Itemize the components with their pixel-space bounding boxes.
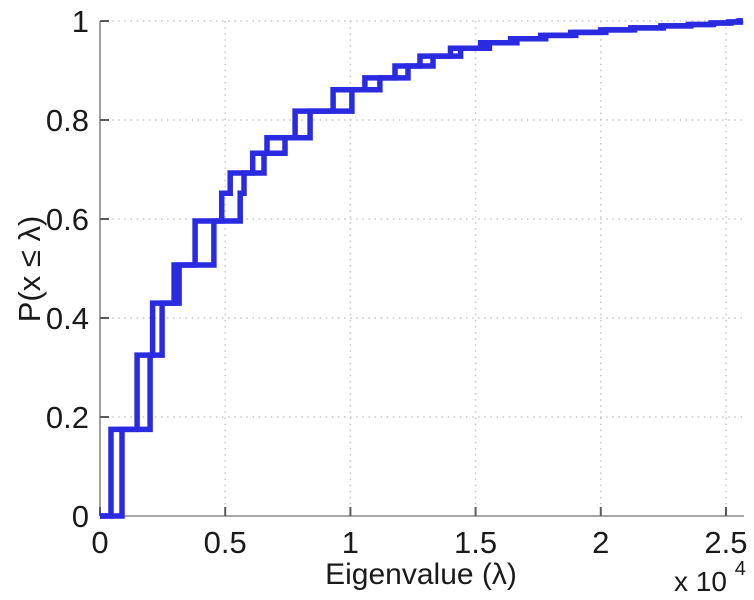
y-tick-label: 0.8 bbox=[46, 103, 89, 138]
x-axis-multiplier-exponent: 4 bbox=[735, 558, 746, 580]
x-tick-label: 2.5 bbox=[704, 525, 747, 560]
y-tick-label: 0.4 bbox=[46, 301, 89, 336]
x-tick-label: 1.5 bbox=[454, 525, 497, 560]
x-tick-label: 1 bbox=[342, 525, 359, 560]
ecdf-step-curve-left bbox=[100, 18, 743, 519]
x-axis-multiplier: x 10 4 bbox=[674, 558, 746, 597]
x-tick-label: 0.5 bbox=[204, 525, 247, 560]
ecdf-step-curve-right bbox=[100, 18, 744, 519]
axes bbox=[99, 21, 744, 517]
grid bbox=[100, 20, 743, 516]
y-axis-ticks: 0 0.2 0.4 0.6 0.8 1 bbox=[46, 4, 109, 534]
y-tick-label: 0.6 bbox=[46, 202, 89, 237]
y-axis-label: P(x ≤ λ) bbox=[12, 216, 47, 323]
x-tick-label: 0 bbox=[91, 525, 108, 560]
x-tick-label: 2 bbox=[592, 525, 609, 560]
y-tick-label: 1 bbox=[72, 4, 89, 39]
x-axis-multiplier-base: x 10 bbox=[674, 566, 727, 597]
x-axis-label: Eigenvalue (λ) bbox=[325, 558, 517, 591]
y-tick-label: 0 bbox=[72, 499, 89, 534]
x-axis-ticks: 0 0.5 1 1.5 2 2.5 bbox=[91, 507, 748, 560]
y-tick-label: 0.2 bbox=[46, 400, 89, 435]
